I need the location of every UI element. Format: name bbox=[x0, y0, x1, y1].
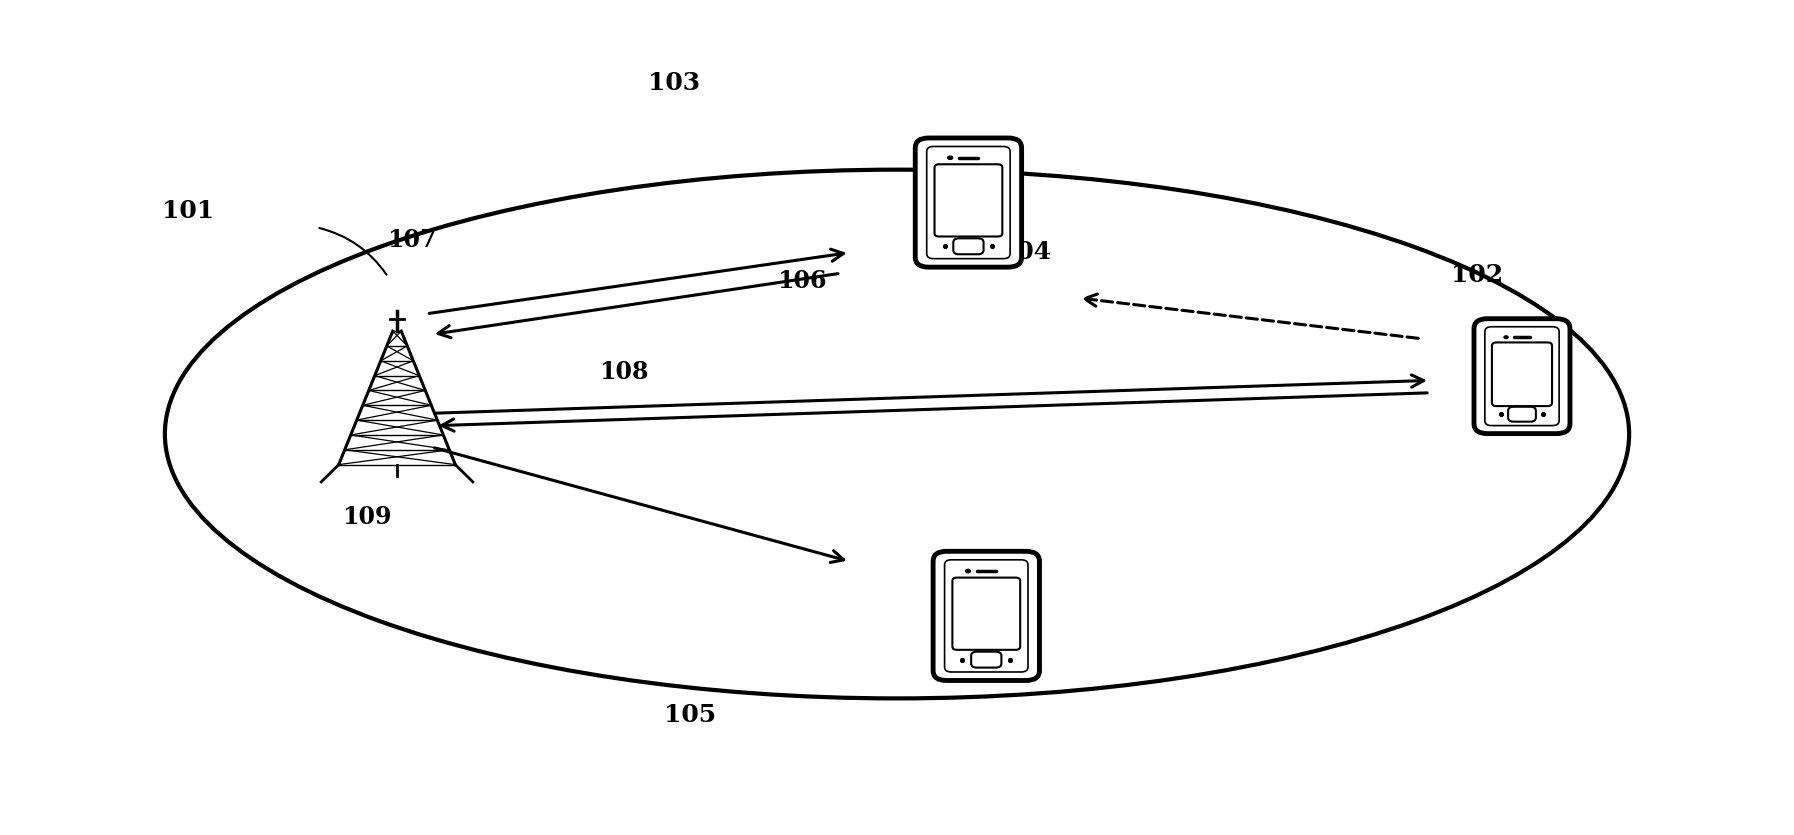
FancyBboxPatch shape bbox=[933, 551, 1039, 681]
FancyBboxPatch shape bbox=[915, 138, 1021, 267]
Circle shape bbox=[1503, 335, 1509, 339]
FancyBboxPatch shape bbox=[1475, 319, 1570, 433]
Text: 105: 105 bbox=[664, 703, 716, 727]
Text: 106: 106 bbox=[777, 269, 827, 293]
Text: 101: 101 bbox=[161, 199, 213, 223]
Text: 107: 107 bbox=[388, 228, 436, 252]
Text: 103: 103 bbox=[648, 71, 700, 94]
Circle shape bbox=[965, 569, 971, 574]
FancyBboxPatch shape bbox=[953, 578, 1021, 650]
Text: 102: 102 bbox=[1451, 263, 1503, 287]
Circle shape bbox=[947, 155, 953, 160]
Text: 109: 109 bbox=[343, 504, 391, 529]
Text: 104: 104 bbox=[999, 240, 1051, 264]
Text: 108: 108 bbox=[599, 360, 648, 384]
FancyBboxPatch shape bbox=[935, 164, 1003, 236]
FancyBboxPatch shape bbox=[1493, 342, 1552, 406]
